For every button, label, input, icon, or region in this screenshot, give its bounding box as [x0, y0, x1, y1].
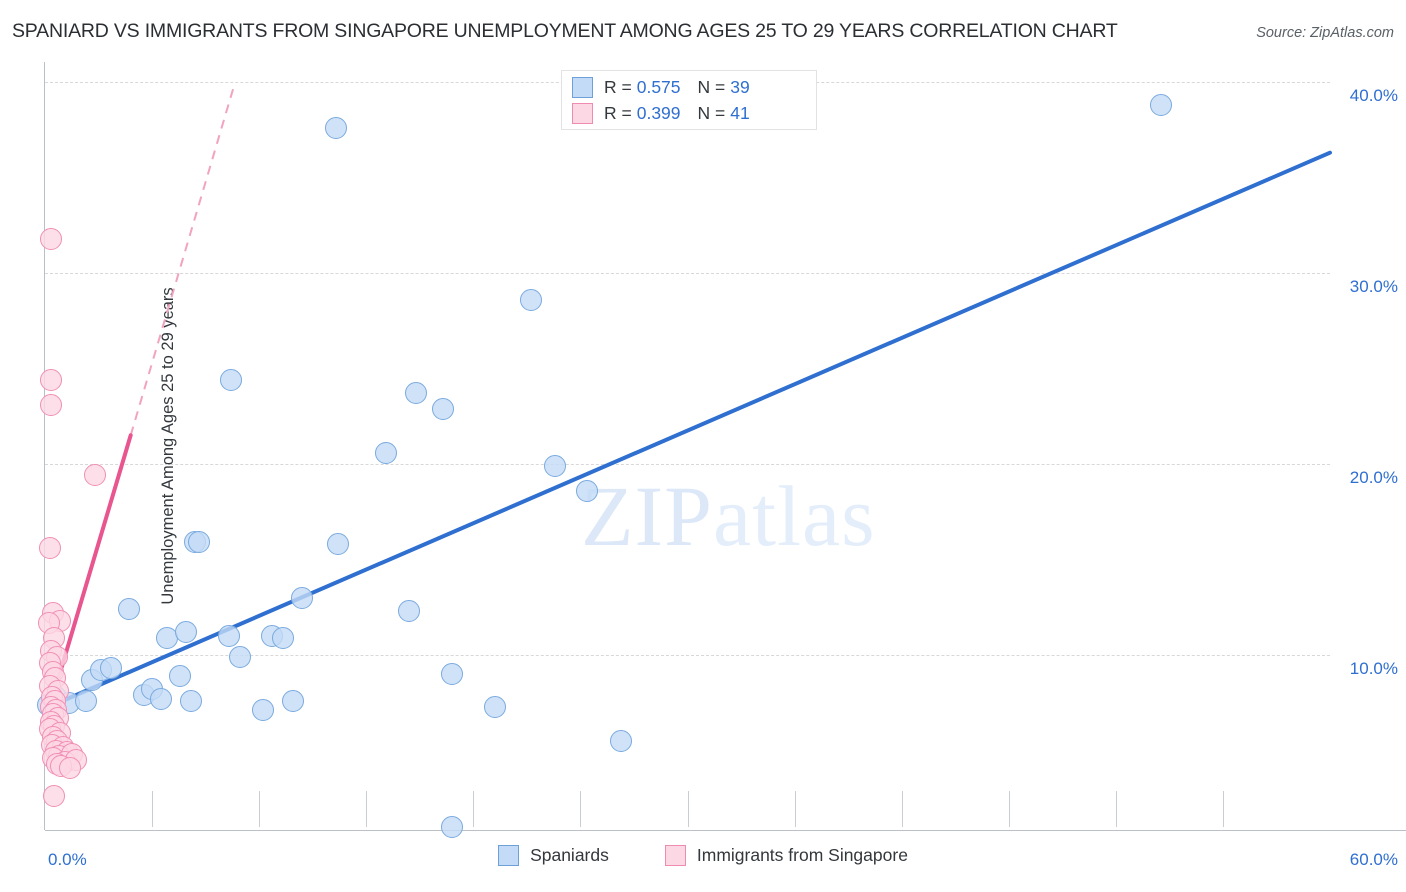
data-point[interactable] [271, 626, 294, 649]
series-legend: Spaniards Immigrants from Singapore [0, 845, 1406, 866]
data-point[interactable] [100, 657, 123, 680]
legend-r-label-2: R = [604, 102, 632, 123]
y-axis-line [44, 62, 45, 830]
data-point[interactable] [117, 598, 140, 621]
data-point[interactable] [84, 464, 107, 487]
x-tick-2 [259, 791, 261, 827]
legend-row-spaniards: R = 0.575 N = 39 [572, 74, 750, 100]
data-point[interactable] [58, 756, 81, 779]
data-point[interactable] [149, 687, 172, 710]
data-point[interactable] [74, 689, 97, 712]
data-point[interactable] [228, 645, 251, 668]
series-swatch-singapore [664, 845, 686, 866]
x-tick-5 [580, 791, 582, 827]
gridline-30 [45, 273, 1330, 274]
trendlines [43, 87, 1332, 719]
data-point[interactable] [575, 479, 598, 502]
page-title: SPANIARD VS IMMIGRANTS FROM SINGAPORE UN… [12, 20, 1118, 42]
data-point[interactable] [543, 454, 566, 477]
data-point[interactable] [175, 621, 198, 644]
data-point[interactable] [440, 815, 463, 838]
legend-row-singapore: R = 0.399 N = 41 [572, 100, 750, 126]
x-tick-label-1: 60.0% [1349, 850, 1398, 869]
x-tick-1 [152, 791, 154, 827]
data-point[interactable] [520, 288, 543, 311]
legend-r-label-1: R = [604, 76, 632, 97]
legend-swatch-singapore [572, 102, 593, 124]
data-point[interactable] [220, 368, 243, 391]
trendline-spaniards [43, 150, 1332, 711]
data-point[interactable] [483, 695, 506, 718]
x-axis-line [45, 830, 1406, 831]
data-point[interactable] [374, 441, 397, 464]
y-tick-label-40: 40.0% [1349, 86, 1398, 105]
gridline-10 [45, 655, 1330, 656]
x-tick-9 [1008, 791, 1010, 827]
y-tick-label-30: 30.0% [1349, 277, 1398, 296]
data-point[interactable] [432, 397, 455, 420]
trendline-extension-immigrants-from-singapore [129, 87, 235, 436]
x-tick-11 [1222, 791, 1224, 827]
legend-r-value-1: 0.575 [636, 76, 681, 97]
data-point[interactable] [610, 729, 633, 752]
data-point[interactable] [404, 382, 427, 405]
legend-n-value-2: 41 [730, 102, 750, 123]
x-tick-3 [366, 791, 368, 827]
data-point[interactable] [440, 663, 463, 686]
data-point[interactable] [43, 785, 65, 808]
x-tick-10 [1115, 791, 1117, 827]
data-point[interactable] [40, 227, 63, 250]
data-point[interactable] [1149, 93, 1172, 116]
series-swatch-spaniards [498, 845, 520, 866]
plot-area: ZIPatlas [37, 62, 1332, 838]
data-point[interactable] [39, 393, 62, 416]
y-tick-label-10: 10.0% [1349, 659, 1398, 678]
data-point[interactable] [179, 689, 202, 712]
data-point[interactable] [327, 533, 350, 556]
data-point[interactable] [168, 665, 191, 687]
series-legend-item-singapore[interactable]: Immigrants from Singapore [664, 845, 908, 866]
data-point[interactable] [38, 537, 61, 560]
data-point[interactable] [325, 116, 348, 139]
source-label: Source: ZipAtlas.com [1256, 25, 1394, 41]
correlation-legend: R = 0.575 N = 39 R = 0.399 N = 41 [561, 70, 817, 130]
legend-n-label-2: N = [697, 102, 726, 123]
legend-n-label-1: N = [697, 76, 726, 97]
series-legend-item-spaniards[interactable]: Spaniards [498, 845, 609, 866]
y-tick-label-20: 20.0% [1349, 468, 1398, 487]
x-tick-4 [473, 791, 475, 827]
series-label-spaniards: Spaniards [530, 845, 609, 865]
legend-r-value-2: 0.399 [636, 102, 681, 123]
x-tick-7 [794, 791, 796, 827]
data-point[interactable] [252, 699, 275, 722]
data-point[interactable] [188, 531, 211, 554]
data-point[interactable] [282, 689, 305, 712]
series-label-singapore: Immigrants from Singapore [696, 845, 908, 865]
x-tick-label-0: 0.0% [48, 850, 87, 869]
data-point[interactable] [291, 586, 313, 609]
data-point[interactable] [398, 600, 421, 623]
legend-n-value-1: 39 [730, 76, 750, 97]
x-tick-6 [687, 791, 689, 827]
legend-swatch-spaniards [572, 76, 593, 98]
x-tick-8 [901, 791, 903, 827]
data-point[interactable] [218, 624, 241, 647]
gridline-20 [45, 464, 1330, 465]
data-point[interactable] [40, 368, 62, 391]
